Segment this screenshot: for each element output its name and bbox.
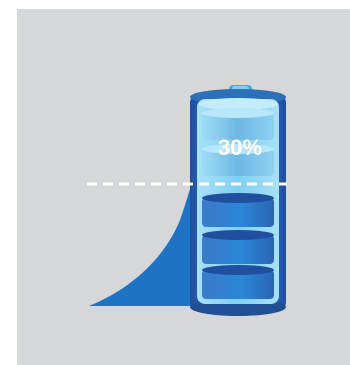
battery-icon bbox=[190, 85, 286, 316]
battery-filled-cell-1 bbox=[202, 193, 274, 227]
ramp-graphic bbox=[89, 186, 191, 306]
battery-percentage-label: 30% bbox=[218, 135, 262, 160]
battery-filled-cell-3 bbox=[202, 265, 274, 299]
battery-empty-cell-2 bbox=[202, 144, 274, 176]
battery-filled-cell-2 bbox=[202, 230, 274, 264]
battery-empty-cell-1 bbox=[202, 108, 274, 140]
